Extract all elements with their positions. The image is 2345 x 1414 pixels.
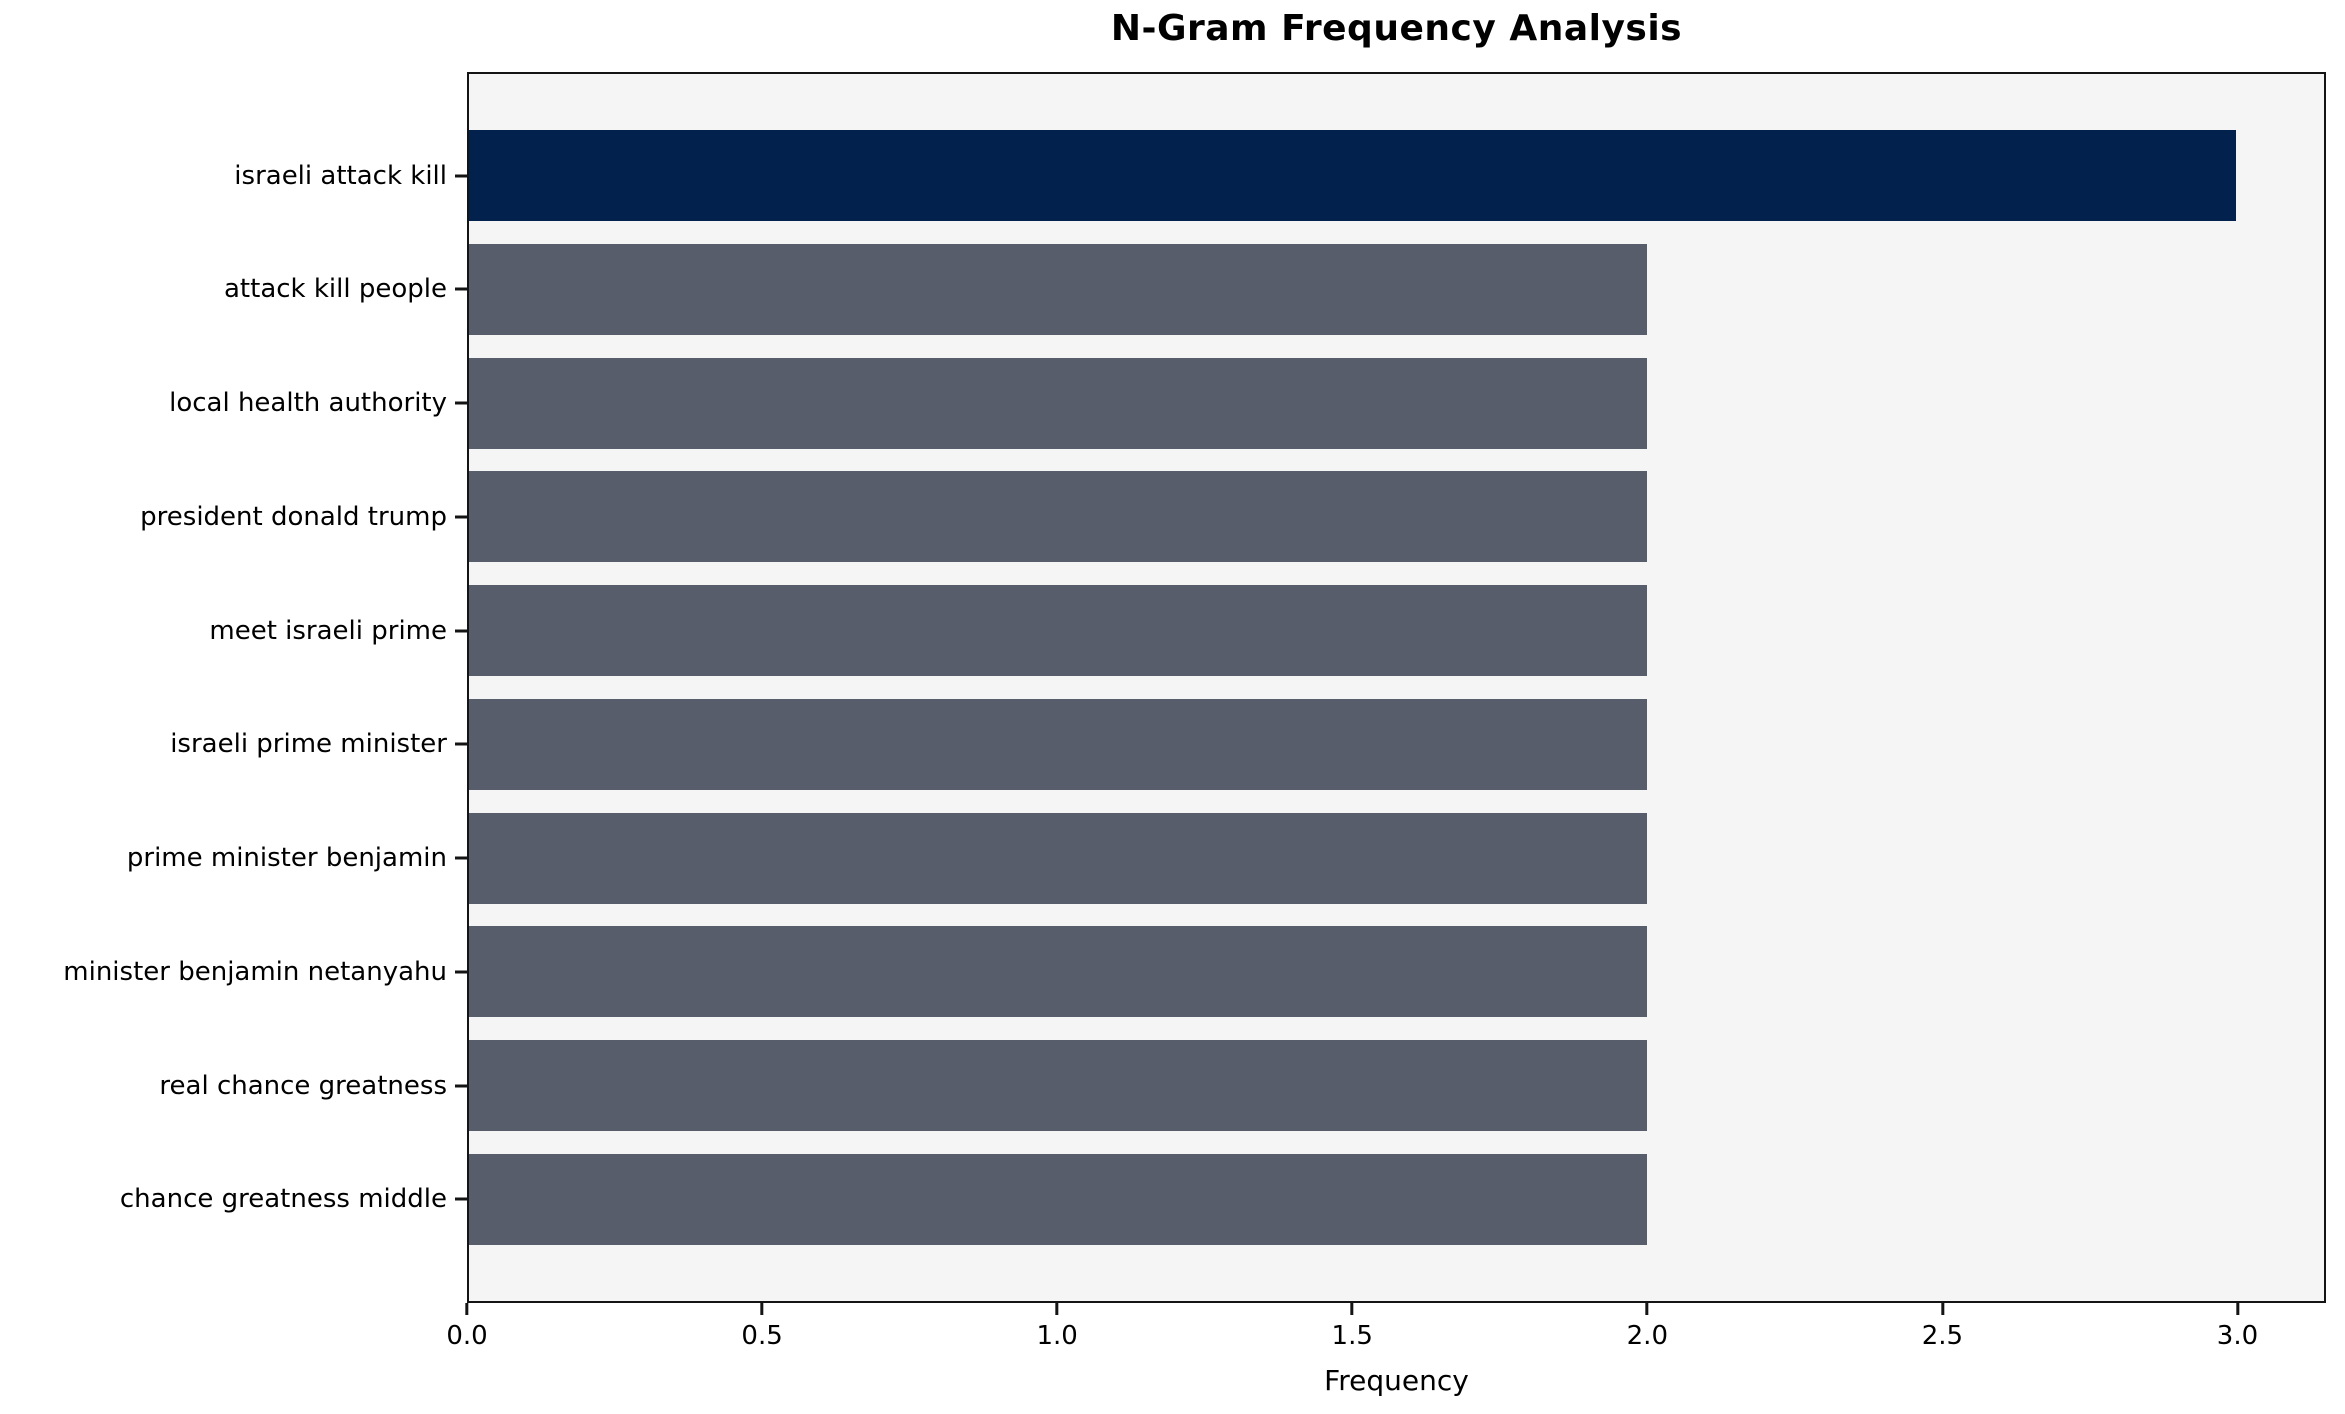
bar	[469, 926, 1647, 1018]
plot-area: israeli attack kill attack kill people loc…	[63, 72, 2326, 1303]
y-tick-label: chance greatness middle	[119, 1184, 447, 1215]
x-tick-mark	[760, 1303, 764, 1315]
y-tick-label: meet israeli prime	[209, 615, 447, 646]
bar-row: israeli attack kill	[234, 130, 2324, 221]
x-tick-label: 2.0	[1626, 1321, 1668, 1351]
y-tick-mark	[455, 856, 467, 860]
bar-row: real chance greatness	[159, 1040, 2324, 1132]
y-tick-label: israeli prime minister	[170, 729, 447, 760]
x-tick-mark	[465, 1303, 469, 1315]
x-tick: 3.0	[2217, 1303, 2258, 1349]
chart-title: N-Gram Frequency Analysis	[1110, 8, 1683, 49]
x-tick-label: 0.0	[446, 1321, 488, 1351]
x-tick: 2.5	[1922, 1303, 1963, 1349]
x-tick-mark	[1350, 1303, 1354, 1315]
y-tick-mark	[455, 742, 467, 746]
bar	[469, 357, 1647, 449]
bar-row: president donald trump	[140, 471, 2324, 563]
y-tick-label: minister benjamin netanyahu	[63, 956, 447, 987]
x-tick-label: 2.5	[1921, 1321, 1964, 1351]
bar	[469, 1040, 1647, 1132]
x-tick: 1.5	[1332, 1303, 1373, 1349]
y-tick-mark	[455, 629, 467, 633]
y-tick-mark	[455, 174, 467, 177]
bar	[469, 1153, 1647, 1245]
x-axis: 0.0 0.5 1.0 1.5 2.0 2.5 3.0	[446, 1303, 2326, 1383]
bar-row: attack kill people	[224, 243, 2324, 335]
y-tick-label: israeli attack kill	[234, 160, 447, 191]
bar	[469, 585, 1647, 677]
y-tick-mark	[455, 1197, 467, 1201]
y-tick-label: real chance greatness	[159, 1070, 447, 1101]
x-tick-mark	[1645, 1303, 1649, 1315]
x-tick-mark	[2235, 1303, 2239, 1315]
bar-row: local health authority	[169, 357, 2324, 449]
x-tick: 2.0	[1627, 1303, 1668, 1349]
x-tick: 1.0	[1036, 1303, 1078, 1351]
bar-row: israeli prime minister	[170, 698, 2324, 790]
bar	[469, 698, 1647, 790]
y-tick-label: prime minister benjamin	[126, 843, 447, 874]
x-tick: 0.0	[446, 1303, 488, 1351]
y-tick-label: president donald trump	[140, 501, 447, 532]
y-tick-mark	[455, 1084, 467, 1088]
bar	[469, 130, 2236, 221]
bar	[469, 471, 1647, 563]
x-tick-mark	[1055, 1303, 1059, 1315]
y-tick-mark	[455, 970, 467, 974]
y-tick-mark	[455, 515, 467, 519]
x-tick-label: 1.0	[1036, 1321, 1078, 1351]
y-tick-label: local health authority	[169, 388, 447, 419]
bars-container: israeli attack kill attack kill people loc…	[63, 74, 2324, 1301]
y-tick-mark	[455, 287, 467, 291]
bar-row: chance greatness middle	[120, 1153, 2324, 1245]
x-tick-label: 0.5	[741, 1321, 783, 1351]
x-tick-label: 3.0	[2216, 1321, 2259, 1351]
y-tick-mark	[455, 401, 467, 405]
bar-row: meet israeli prime	[209, 585, 2324, 677]
bar-row: minister benjamin netanyahu	[63, 926, 2324, 1018]
x-tick-label: 1.5	[1331, 1321, 1373, 1351]
x-tick-mark	[1940, 1303, 1944, 1315]
x-tick: 0.5	[741, 1303, 783, 1351]
bar-row: prime minister benjamin	[127, 812, 2324, 904]
bar	[469, 812, 1647, 904]
bar	[469, 243, 1647, 335]
y-tick-label: attack kill people	[224, 274, 447, 305]
x-axis-label: Frequency	[1324, 1364, 1469, 1397]
